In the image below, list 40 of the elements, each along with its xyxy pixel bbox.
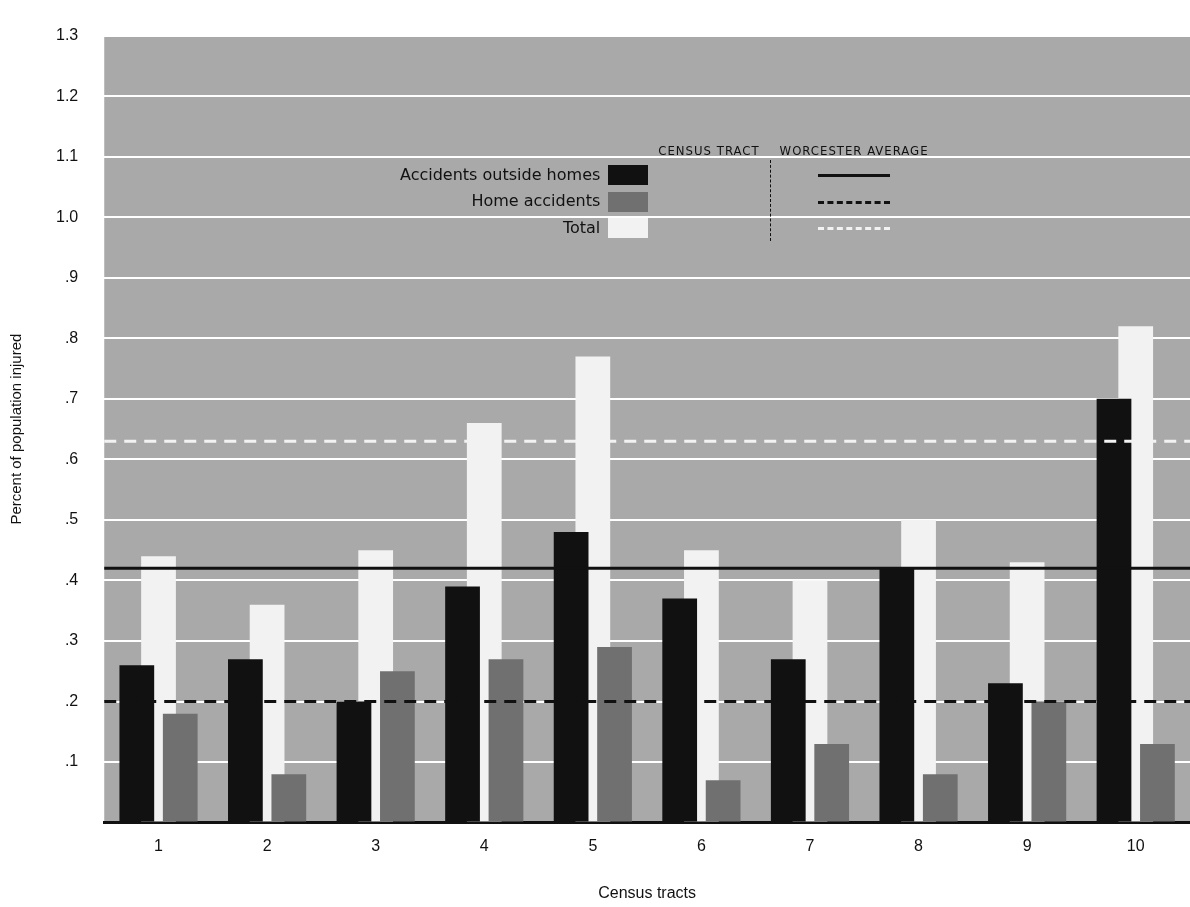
y-tick-label: .2 — [64, 691, 79, 709]
bar — [162, 713, 198, 822]
legend-label: Total — [562, 217, 601, 237]
x-tick-label: 9 — [1022, 836, 1032, 854]
y-tick-label: 1.1 — [55, 147, 79, 165]
x-tick-label: 7 — [805, 836, 815, 854]
bar — [814, 743, 850, 822]
y-tick-label: .6 — [64, 449, 79, 467]
y-axis-title: Percent of population injured — [7, 333, 25, 525]
y-tick-label: 1.0 — [55, 207, 79, 225]
x-tick-label: 10 — [1126, 836, 1145, 854]
x-tick-label: 1 — [154, 836, 164, 854]
bar — [705, 780, 741, 822]
x-tick-label: 8 — [914, 836, 924, 854]
x-axis-title: Census tracts — [598, 883, 697, 901]
y-tick-label: .4 — [64, 570, 79, 588]
x-tick-label: 2 — [262, 836, 272, 854]
x-tick-label: 6 — [696, 836, 706, 854]
bar — [1031, 701, 1067, 822]
y-tick-label: .8 — [64, 328, 79, 346]
legend-label: Home accidents — [471, 191, 601, 211]
bar — [488, 659, 524, 822]
bar — [922, 774, 958, 822]
x-tick-label: 4 — [479, 836, 489, 854]
bar — [1140, 743, 1175, 822]
y-tick-label: .1 — [64, 752, 79, 770]
y-tick-label: .5 — [64, 510, 79, 528]
y-tick-label: .9 — [64, 268, 79, 286]
annotation: WORCESTER AVERAGE — [778, 142, 930, 160]
y-tick-label: 1.2 — [55, 86, 79, 104]
bar — [597, 647, 632, 822]
y-tick-label: 1.3 — [55, 26, 79, 44]
x-tick-label: 5 — [588, 836, 598, 854]
y-tick-label: .3 — [64, 631, 79, 649]
annotation: CENSUS TRACT — [657, 142, 761, 160]
bar — [271, 774, 307, 822]
y-tick-label: .7 — [64, 389, 79, 407]
x-tick-label: 3 — [371, 836, 381, 854]
legend-label: Accidents outside homes — [400, 164, 601, 184]
bar — [380, 671, 415, 822]
